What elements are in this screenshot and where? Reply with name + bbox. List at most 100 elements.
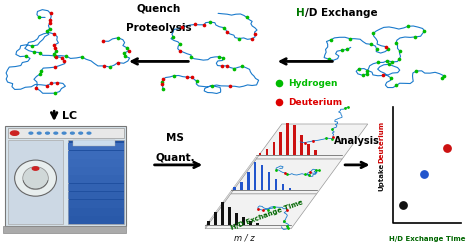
Point (219, 64, 226, 68)
Point (207, 20, 214, 24)
Point (220, 26, 228, 30)
Point (22, 54, 30, 58)
Point (63, 54, 70, 58)
Circle shape (62, 132, 66, 134)
Point (395, 57, 403, 61)
Point (369, 32, 377, 36)
Point (121, 54, 129, 58)
Text: Deuterium: Deuterium (379, 121, 385, 163)
Point (392, 41, 400, 45)
Point (444, 146, 451, 149)
Point (219, 56, 227, 60)
Point (46, 21, 54, 25)
Point (385, 62, 393, 66)
Point (114, 36, 122, 40)
Bar (228, 207, 231, 225)
Point (384, 47, 392, 51)
Point (36, 72, 44, 76)
Point (227, 84, 234, 88)
Circle shape (46, 132, 49, 134)
Point (170, 74, 178, 78)
Point (183, 75, 191, 79)
Ellipse shape (23, 167, 48, 190)
Point (440, 74, 447, 78)
Point (50, 52, 58, 56)
Point (388, 60, 396, 64)
Point (404, 24, 412, 28)
Point (364, 72, 371, 76)
Point (238, 64, 246, 68)
Point (251, 33, 259, 37)
Point (413, 69, 420, 73)
Point (383, 45, 390, 49)
Circle shape (29, 132, 33, 134)
Point (223, 30, 231, 34)
Point (158, 82, 166, 86)
Point (392, 84, 400, 87)
Point (338, 48, 346, 52)
Point (47, 12, 55, 15)
Circle shape (10, 131, 19, 135)
Bar (208, 221, 210, 225)
Point (383, 59, 391, 63)
Point (191, 23, 198, 26)
Point (120, 51, 128, 55)
Point (346, 37, 354, 41)
Text: Quant.: Quant. (155, 152, 195, 162)
Bar (8, 140, 64, 224)
Bar (280, 132, 282, 155)
Point (123, 46, 131, 50)
FancyBboxPatch shape (5, 126, 126, 226)
Point (328, 127, 336, 131)
Point (176, 42, 183, 46)
Point (78, 55, 86, 59)
Point (301, 141, 309, 145)
Point (341, 106, 349, 110)
Point (46, 18, 54, 22)
Point (230, 67, 238, 71)
Point (367, 42, 375, 46)
Point (312, 168, 319, 172)
Bar (256, 223, 259, 225)
Point (169, 35, 177, 38)
Point (159, 87, 167, 91)
Bar (247, 172, 249, 190)
Bar (249, 221, 252, 225)
Bar (259, 153, 261, 155)
Point (325, 57, 332, 61)
Text: m / z: m / z (234, 233, 254, 243)
Polygon shape (256, 124, 368, 159)
Point (99, 39, 107, 43)
Point (51, 65, 59, 69)
Point (46, 27, 54, 31)
Point (283, 224, 291, 228)
Polygon shape (205, 157, 256, 229)
Text: H/D Exchange Time: H/D Exchange Time (389, 236, 465, 242)
Point (178, 25, 185, 29)
Text: Quench: Quench (137, 3, 181, 13)
Point (47, 81, 55, 85)
Point (43, 29, 50, 33)
Point (36, 15, 43, 19)
Point (264, 208, 272, 212)
Text: Uptake: Uptake (379, 162, 385, 191)
Point (28, 44, 36, 48)
Point (243, 15, 251, 19)
Point (259, 208, 267, 212)
Point (236, 37, 243, 40)
Point (272, 168, 280, 172)
Point (305, 173, 312, 177)
Bar (254, 162, 256, 190)
Point (283, 208, 291, 212)
Point (51, 46, 58, 50)
Bar (68, 192, 124, 199)
Point (329, 135, 337, 139)
Point (307, 170, 314, 174)
Point (193, 80, 201, 84)
Bar (73, 140, 115, 146)
Point (282, 171, 289, 175)
Circle shape (87, 132, 91, 134)
Point (284, 226, 292, 230)
Bar (261, 165, 264, 190)
Point (158, 80, 166, 84)
